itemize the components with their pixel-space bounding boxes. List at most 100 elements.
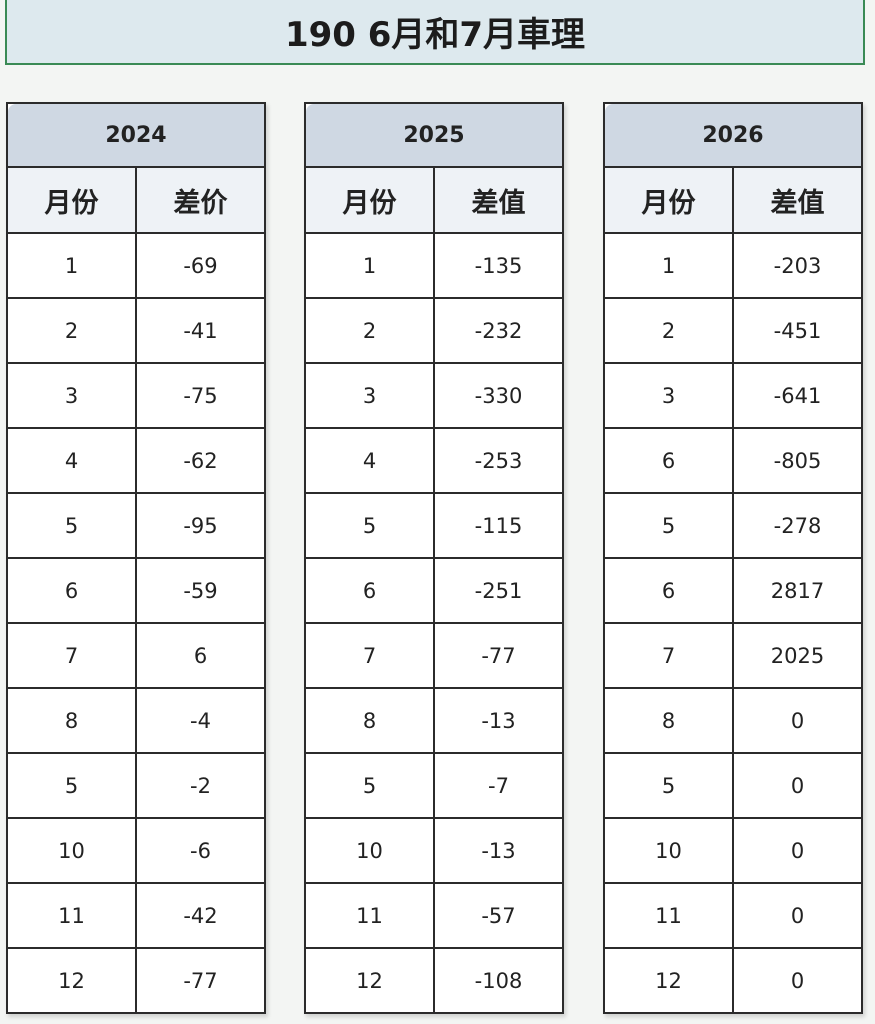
table-year: 2025	[306, 104, 562, 168]
column-header: 差值	[734, 168, 861, 232]
month-cell: 2	[605, 299, 734, 362]
month-cell: 3	[605, 364, 734, 427]
table-row: 6 -805	[605, 429, 861, 494]
value-cell: -42	[183, 903, 218, 928]
table-row: 8 -13	[306, 689, 562, 754]
month-cell: 11	[8, 884, 137, 947]
header-row: 月份 差价	[8, 168, 264, 234]
table-year: 2026	[605, 104, 861, 168]
value-cell: -251	[474, 578, 523, 603]
table-row: 8 -4	[8, 689, 264, 754]
month-cell: 11	[306, 884, 435, 947]
value-cell: -75	[183, 383, 218, 408]
table-row: 11 -42	[8, 884, 264, 949]
title: 190 6月和7月車理	[5, 0, 865, 65]
value-cell: -77	[183, 968, 218, 993]
month-cell: 5	[8, 494, 137, 557]
month-cell: 5	[605, 754, 734, 817]
month-cell: 6	[306, 559, 435, 622]
table-row: 12 0	[605, 949, 861, 1012]
value-cell: -805	[773, 448, 822, 473]
header-row: 月份 差值	[605, 168, 861, 234]
value-cell: -95	[183, 513, 218, 538]
table-row: 10 -6	[8, 819, 264, 884]
value-cell: -278	[773, 513, 822, 538]
value-cell: -62	[183, 448, 218, 473]
value-cell: -135	[474, 253, 523, 278]
table-row: 6 -59	[8, 559, 264, 624]
value-cell: -4	[190, 708, 211, 733]
table-row: 6 2817	[605, 559, 861, 624]
table-row: 6 -251	[306, 559, 562, 624]
value-cell: -6	[190, 838, 211, 863]
table-row: 3 -641	[605, 364, 861, 429]
table-row: 3 -330	[306, 364, 562, 429]
value-cell: 0	[790, 708, 805, 733]
value-cell: 2817	[770, 578, 825, 603]
table-row: 7 -77	[306, 624, 562, 689]
month-cell: 8	[8, 689, 137, 752]
table: 2024 月份 差价 1 -69 2 -41 3 -75 4 -62 5 -95 6 -59 7 6 8 -4 5 -2…	[6, 102, 266, 1014]
value-cell: -253	[474, 448, 523, 473]
header-row: 月份 差值	[306, 168, 562, 234]
month-cell: 1	[605, 234, 734, 297]
table-year: 2024	[8, 104, 264, 168]
column-header: 差价	[137, 168, 264, 232]
table-row: 5 -115	[306, 494, 562, 559]
column-header: 差值	[435, 168, 562, 232]
value-cell: -41	[183, 318, 218, 343]
value-cell: -57	[481, 903, 516, 928]
month-cell: 8	[306, 689, 435, 752]
table-row: 1 -135	[306, 234, 562, 299]
month-cell: 7	[8, 624, 137, 687]
month-cell: 12	[306, 949, 435, 1012]
table-row: 5 -7	[306, 754, 562, 819]
column-header: 月份	[605, 168, 734, 232]
month-cell: 5	[8, 754, 137, 817]
table-row: 4 -253	[306, 429, 562, 494]
month-cell: 4	[8, 429, 137, 492]
table: 2026 月份 差值 1 -203 2 -451 3 -641 6 -805 5 -278 6 2817 7 2…	[603, 102, 863, 1014]
month-cell: 11	[605, 884, 734, 947]
value-cell: -77	[481, 643, 516, 668]
table-row: 12 -77	[8, 949, 264, 1012]
value-cell: -13	[481, 838, 516, 863]
value-cell: 0	[790, 968, 805, 993]
value-cell: 0	[790, 773, 805, 798]
table-row: 5 -278	[605, 494, 861, 559]
month-cell: 5	[605, 494, 734, 557]
month-cell: 2	[8, 299, 137, 362]
month-cell: 10	[8, 819, 137, 882]
month-cell: 1	[306, 234, 435, 297]
value-cell: -69	[183, 253, 218, 278]
table-row: 4 -62	[8, 429, 264, 494]
table-row: 3 -75	[8, 364, 264, 429]
month-cell: 10	[306, 819, 435, 882]
table-row: 2 -41	[8, 299, 264, 364]
value-cell: -108	[474, 968, 523, 993]
value-cell: -2	[190, 773, 211, 798]
value-cell: 0	[790, 838, 805, 863]
table-row: 1 -69	[8, 234, 264, 299]
month-cell: 10	[605, 819, 734, 882]
value-cell: -451	[773, 318, 822, 343]
month-cell: 7	[306, 624, 435, 687]
month-cell: 6	[605, 559, 734, 622]
table-row: 7 2025	[605, 624, 861, 689]
month-cell: 4	[306, 429, 435, 492]
table-row: 12 -108	[306, 949, 562, 1012]
column-header: 月份	[306, 168, 435, 232]
value-cell: -7	[488, 773, 509, 798]
table-row: 2 -232	[306, 299, 562, 364]
value-cell: -641	[773, 383, 822, 408]
month-cell: 12	[8, 949, 137, 1012]
table-row: 5 -2	[8, 754, 264, 819]
value-cell: 0	[790, 903, 805, 928]
month-cell: 7	[605, 624, 734, 687]
month-cell: 8	[605, 689, 734, 752]
month-cell: 12	[605, 949, 734, 1012]
